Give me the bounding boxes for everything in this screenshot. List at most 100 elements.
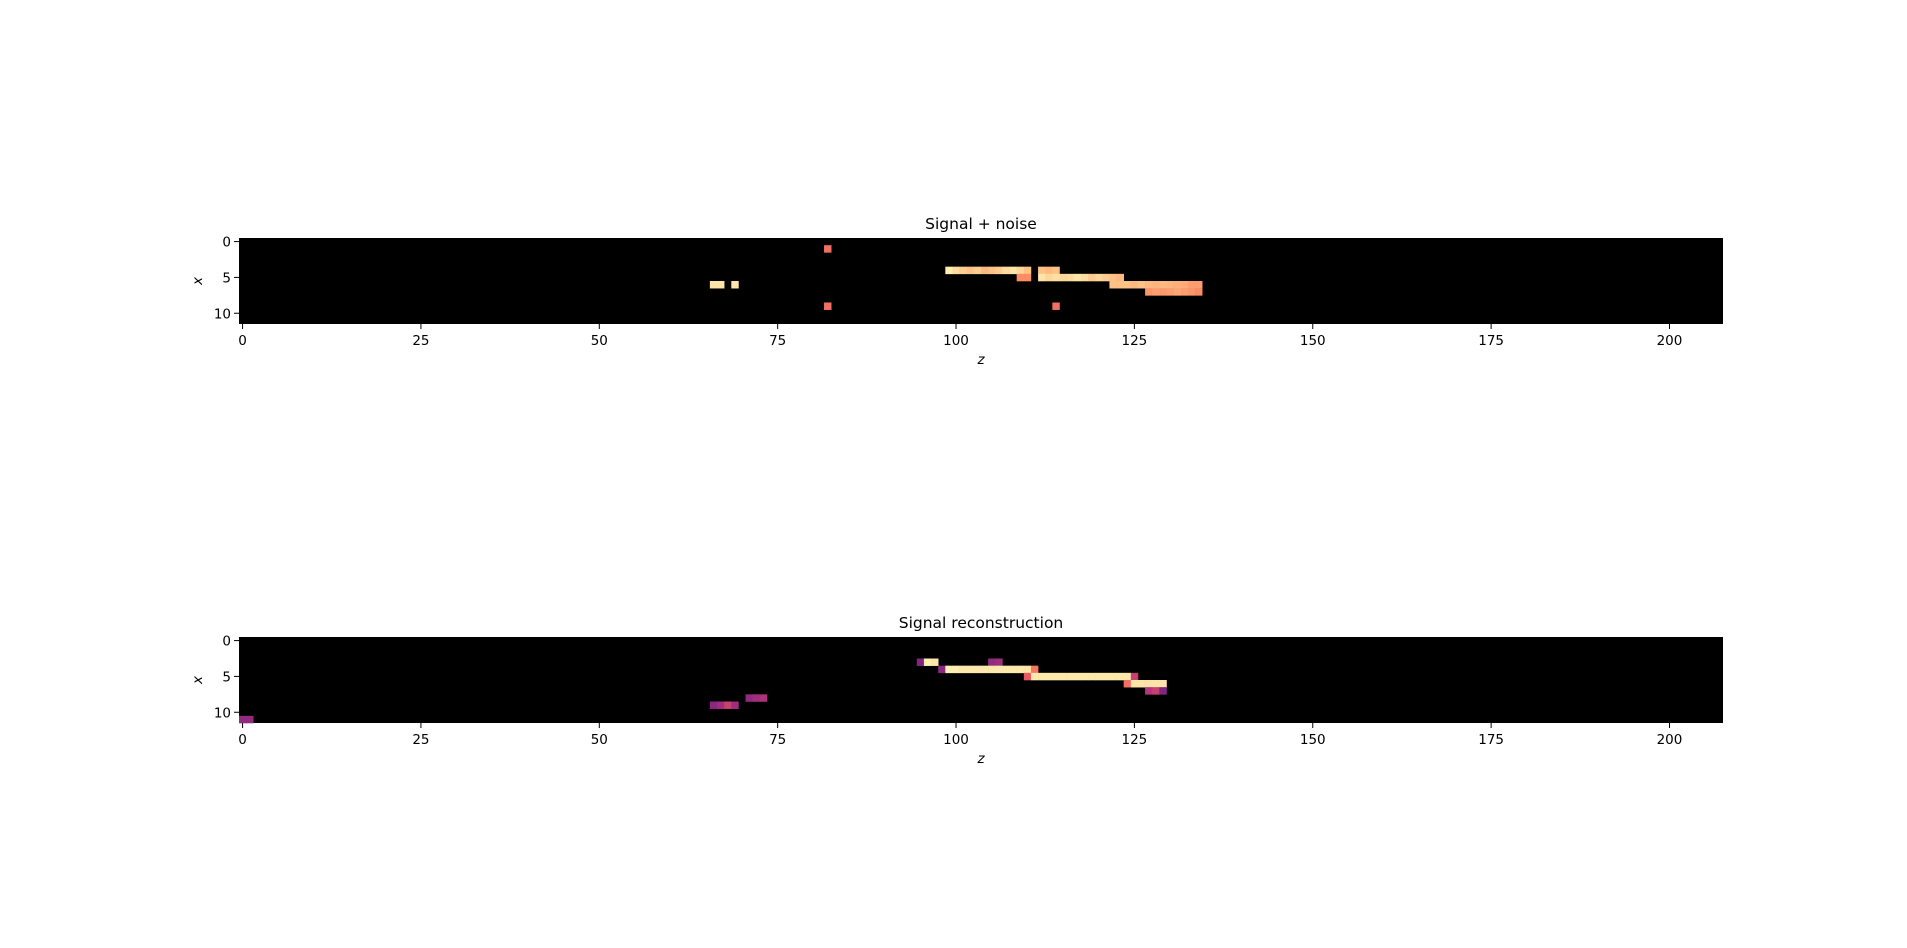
x-tick-label: 150 bbox=[1300, 732, 1326, 748]
heatmap-cell bbox=[1059, 672, 1067, 681]
x-tick-label: 25 bbox=[412, 333, 429, 349]
heatmap-cell bbox=[995, 665, 1003, 674]
signal-reconstruction-title: Signal reconstruction bbox=[899, 614, 1064, 632]
heatmap-cell bbox=[1173, 281, 1182, 289]
heatmap-cell bbox=[1152, 687, 1160, 695]
heatmap-cell bbox=[1152, 288, 1160, 296]
heatmap-cell bbox=[1080, 672, 1089, 681]
heatmap-cell bbox=[1109, 281, 1117, 289]
heatmap-cell bbox=[988, 658, 996, 666]
x-tick-label: 0 bbox=[238, 333, 247, 349]
heatmap-cell bbox=[724, 701, 732, 709]
heatmap-cell bbox=[759, 694, 768, 702]
heatmap-cell bbox=[1187, 288, 1196, 296]
heatmap-cell bbox=[1116, 281, 1124, 289]
heatmap-cell bbox=[239, 715, 247, 724]
heatmap-cell bbox=[1195, 288, 1203, 296]
x-tick-label: 100 bbox=[943, 333, 969, 349]
heatmap-cell bbox=[752, 694, 761, 702]
heatmap-cell bbox=[1130, 281, 1139, 289]
heatmap-cell bbox=[1187, 281, 1196, 289]
x-tick-label: 100 bbox=[943, 732, 969, 748]
heatmap-cell bbox=[1102, 672, 1110, 681]
x-tick-label: 50 bbox=[591, 732, 608, 748]
heatmap-cell bbox=[1123, 680, 1132, 688]
heatmap-cell bbox=[1159, 288, 1167, 296]
y-tick-label: 10 bbox=[214, 705, 231, 721]
heatmap-cell bbox=[938, 665, 946, 674]
x-tick-label: 0 bbox=[238, 732, 247, 748]
heatmap-cell bbox=[1088, 273, 1096, 282]
heatmap-cell bbox=[1123, 672, 1132, 681]
heatmap-cell bbox=[1023, 672, 1032, 681]
heatmap-cell bbox=[1180, 288, 1189, 296]
heatmap-cell bbox=[952, 665, 960, 674]
x-tick-label: 125 bbox=[1122, 333, 1148, 349]
x-tick-label: 150 bbox=[1300, 333, 1326, 349]
heatmap-cell bbox=[1159, 281, 1167, 289]
signal-noise-title: Signal + noise bbox=[925, 215, 1037, 233]
heatmap-cell bbox=[981, 266, 989, 275]
signal-noise-x-label: z bbox=[976, 352, 985, 368]
heatmap-cell bbox=[1038, 266, 1046, 275]
heatmap-cell bbox=[717, 281, 725, 289]
x-tick-label: 50 bbox=[591, 333, 608, 349]
heatmap-cell bbox=[1016, 273, 1025, 282]
heatmap-cell bbox=[995, 658, 1003, 666]
heatmap-cell bbox=[1038, 672, 1046, 681]
heatmap-cell bbox=[981, 665, 989, 674]
heatmap-cell bbox=[1059, 273, 1067, 282]
heatmap-cell bbox=[1088, 672, 1096, 681]
signal-noise-heatmap bbox=[239, 238, 1723, 324]
x-tick-label: 175 bbox=[1478, 333, 1504, 349]
heatmap-cell bbox=[1073, 273, 1082, 282]
heatmap-cell bbox=[923, 658, 932, 666]
x-tick-label: 125 bbox=[1122, 732, 1148, 748]
heatmap-cell bbox=[1166, 281, 1174, 289]
signal-noise-y-ticks: 0 5 10 bbox=[214, 235, 239, 322]
signal-reconstruction-y-ticks: 0 5 10 bbox=[214, 634, 239, 721]
heatmap-cell bbox=[1166, 288, 1174, 296]
heatmap-cell bbox=[1038, 273, 1046, 282]
heatmap-cell bbox=[1195, 281, 1203, 289]
heatmap-cell bbox=[1030, 665, 1039, 674]
y-tick-label: 5 bbox=[222, 270, 231, 286]
heatmap-cell bbox=[1109, 672, 1117, 681]
heatmap-cell bbox=[1159, 680, 1167, 688]
heatmap-cell bbox=[1052, 273, 1060, 282]
heatmap-cell bbox=[1137, 680, 1146, 688]
signal-reconstruction-x-ticks: 0 25 50 75 100 125 150 175 200 bbox=[238, 723, 1682, 748]
x-tick-label: 75 bbox=[769, 732, 786, 748]
heatmap-cell bbox=[931, 658, 939, 666]
heatmap-cell bbox=[1066, 672, 1075, 681]
heatmap-cell bbox=[988, 266, 996, 275]
heatmap-cell bbox=[1173, 288, 1182, 296]
heatmap-cell bbox=[1016, 665, 1025, 674]
heatmap-cell bbox=[1109, 273, 1117, 282]
heatmap-cell bbox=[973, 266, 982, 275]
heatmap-cell bbox=[731, 281, 739, 289]
heatmap-cell bbox=[1159, 687, 1167, 695]
signal-reconstruction-panel: Signal reconstruction 0 25 50 75 100 125 150 17… bbox=[190, 614, 1723, 767]
heatmap-cell bbox=[1080, 273, 1089, 282]
y-tick-label: 5 bbox=[222, 669, 231, 685]
heatmap-cell bbox=[246, 715, 254, 724]
heatmap-cell bbox=[717, 701, 725, 709]
signal-reconstruction-y-label: x bbox=[190, 675, 206, 685]
x-tick-label: 175 bbox=[1478, 732, 1504, 748]
signal-reconstruction-x-label: z bbox=[976, 751, 985, 767]
signal-reconstruction-heatmap bbox=[239, 637, 1723, 723]
heatmap-cell bbox=[1030, 672, 1039, 681]
heatmap-cell bbox=[1052, 672, 1060, 681]
heatmap-cell bbox=[966, 665, 975, 674]
heatmap-cell bbox=[1009, 266, 1017, 275]
heatmap-cell bbox=[1002, 266, 1010, 275]
signal-noise-x-ticks: 0 25 50 75 100 125 150 175 200 bbox=[238, 324, 1682, 349]
heatmap-cell bbox=[1023, 273, 1032, 282]
signal-noise-y-label: x bbox=[190, 276, 206, 286]
heatmap-cell bbox=[709, 281, 718, 289]
signal-reconstruction-cells bbox=[239, 658, 1167, 724]
heatmap-cell bbox=[1045, 273, 1053, 282]
heatmap-cell bbox=[824, 302, 832, 310]
heatmap-cell bbox=[1066, 273, 1075, 282]
